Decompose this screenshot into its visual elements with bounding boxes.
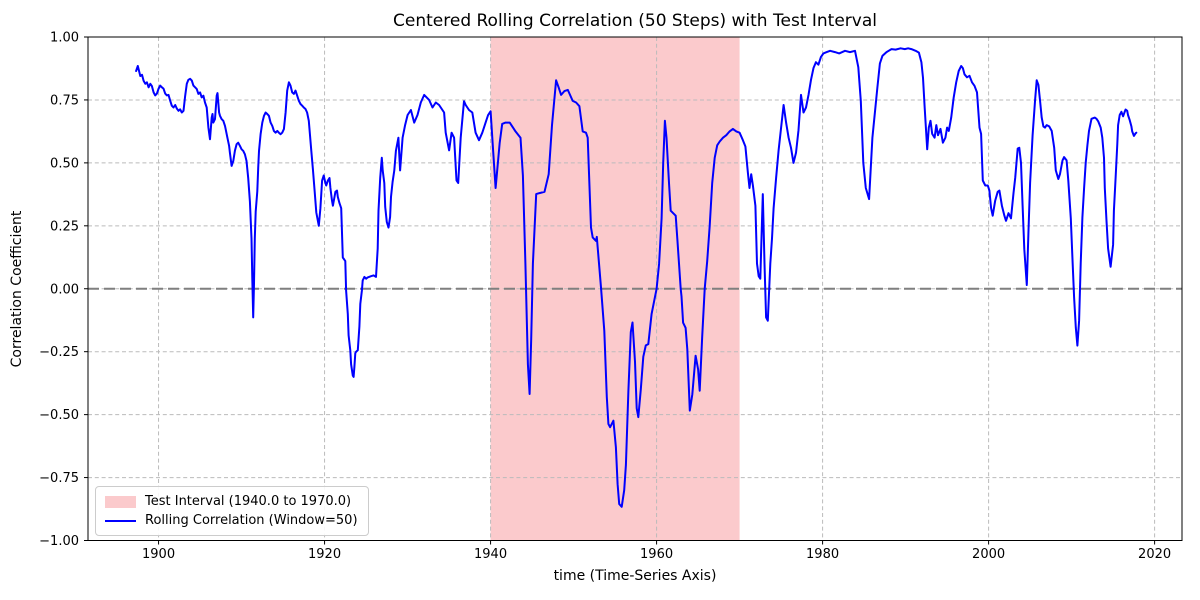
- y-tick-label: −0.75: [39, 471, 79, 486]
- legend-item-test-interval: Test Interval (1940.0 to 1970.0): [105, 492, 358, 511]
- legend-item-label: Rolling Correlation (Window=50): [145, 513, 358, 528]
- rolling-correlation-line: [135, 47, 1138, 508]
- y-tick-label: −0.50: [39, 408, 79, 423]
- y-tick-label: −1.00: [39, 534, 79, 549]
- x-axis-label: time (Time-Series Axis): [553, 568, 717, 584]
- legend: Test Interval (1940.0 to 1970.0) Rolling…: [95, 486, 369, 536]
- y-tick-label: −0.25: [39, 345, 79, 360]
- y-tick-label: 0.75: [50, 93, 79, 108]
- y-tick-label: 0.00: [50, 282, 79, 297]
- legend-item-rolling-correlation: Rolling Correlation (Window=50): [105, 511, 358, 530]
- tick-labels: 1900 1920 1940 1960 1980 2000 2020 1.00 0.75 0.50…: [39, 31, 1171, 563]
- tick-marks: [84, 36, 1156, 545]
- x-tick-label: 2000: [972, 547, 1005, 562]
- x-tick-label: 1980: [806, 547, 839, 562]
- rolling-correlation-swatch: [105, 519, 136, 522]
- y-axis-label: Correlation Coefficient: [9, 210, 25, 368]
- y-tick-label: 1.00: [50, 31, 79, 46]
- y-tick-label: 0.25: [50, 219, 79, 234]
- x-tick-label: 1960: [640, 547, 673, 562]
- test-interval-swatch: [105, 495, 136, 508]
- x-tick-label: 2020: [1138, 547, 1171, 562]
- legend-item-label: Test Interval (1940.0 to 1970.0): [145, 494, 352, 509]
- x-tick-label: 1940: [474, 547, 507, 562]
- x-tick-label: 1900: [142, 547, 175, 562]
- chart-title: Centered Rolling Correlation (50 Steps) …: [393, 11, 877, 31]
- x-tick-label: 1920: [308, 547, 341, 562]
- y-tick-label: 0.50: [50, 156, 79, 171]
